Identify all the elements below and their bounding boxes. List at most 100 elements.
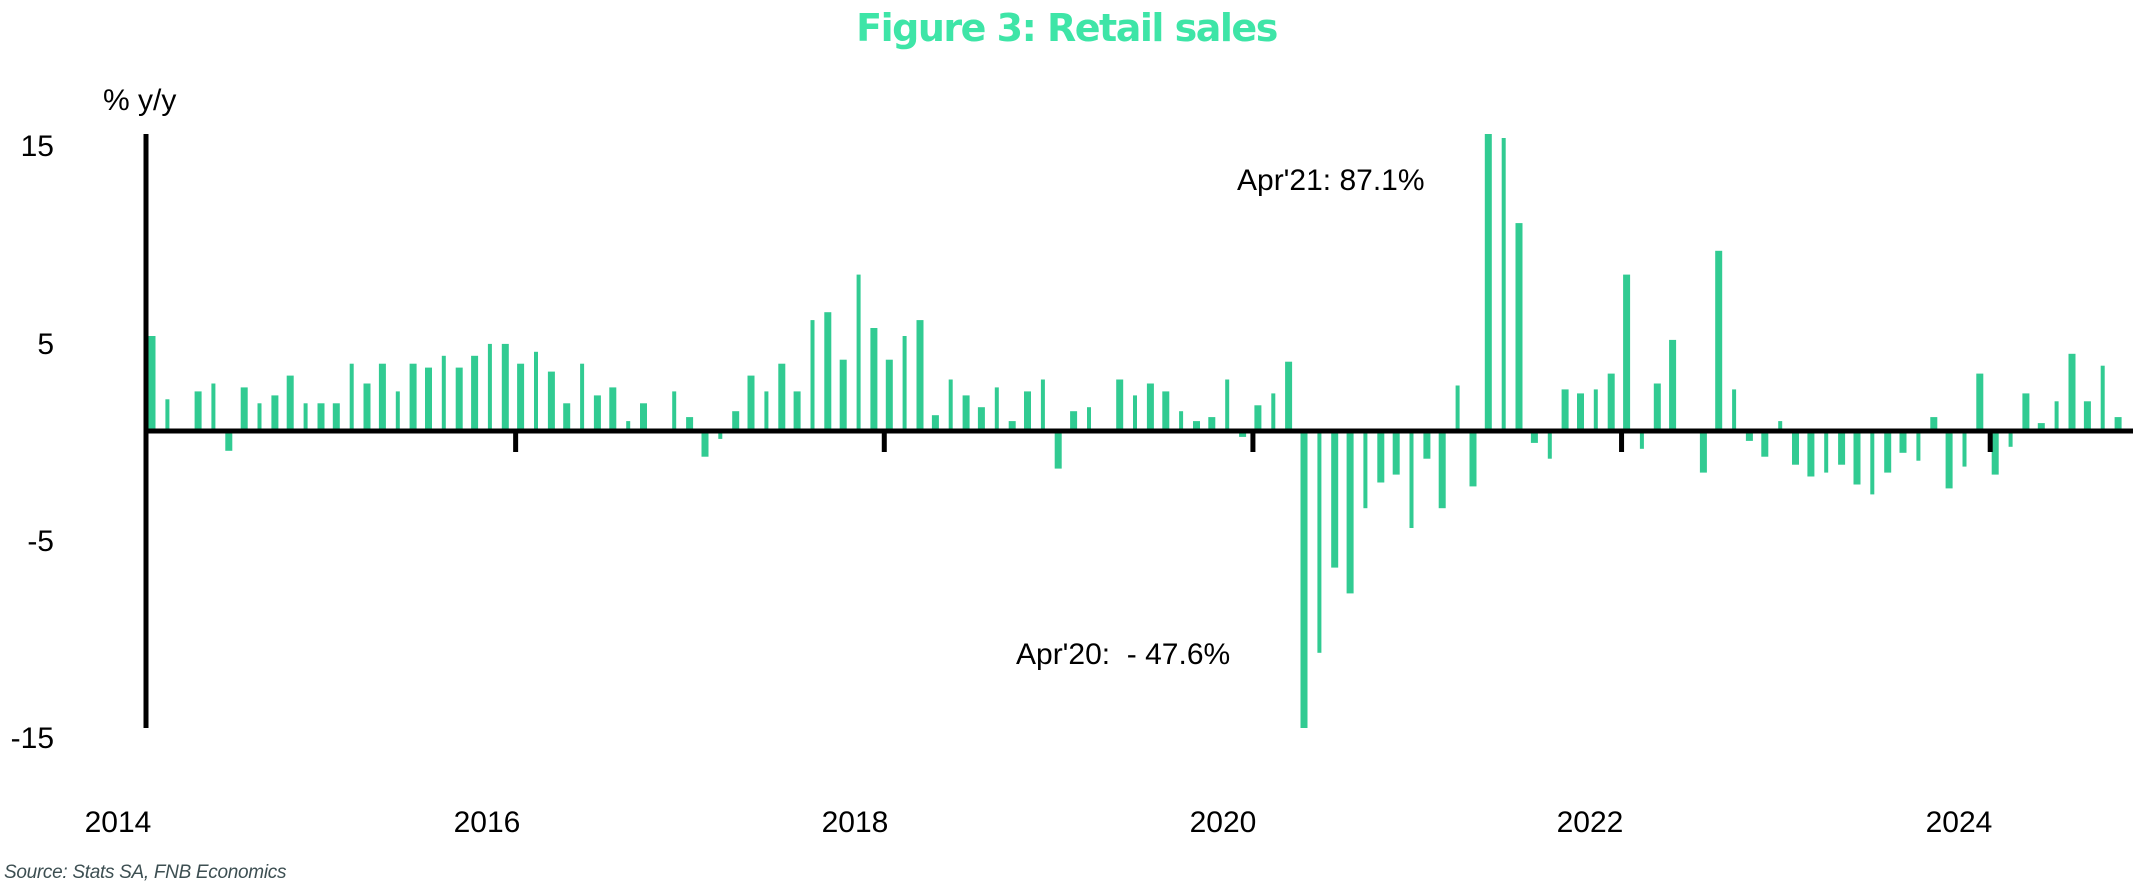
- bar: [517, 363, 525, 431]
- bar: [1484, 134, 1492, 431]
- bar: [1438, 431, 1446, 509]
- bar: [1501, 138, 1506, 431]
- bar: [409, 363, 417, 431]
- bar: [271, 395, 279, 431]
- bar: [1116, 379, 1124, 431]
- bar: [2022, 393, 2030, 431]
- bar: [240, 387, 248, 431]
- y-axis-unit-label: % y/y: [103, 84, 176, 117]
- bar: [1162, 391, 1170, 431]
- source-note: Source: Stats SA, FNB Economics: [4, 862, 287, 883]
- bar: [1133, 395, 1137, 431]
- bar: [1884, 431, 1892, 473]
- x-tick-label: 2022: [1557, 806, 1624, 839]
- bar: [1699, 431, 1707, 473]
- bar: [349, 363, 354, 431]
- bar: [672, 391, 677, 431]
- bar: [501, 343, 509, 431]
- bar: [718, 431, 723, 439]
- bar: [793, 391, 801, 431]
- bar: [1593, 389, 1598, 431]
- bar: [1653, 383, 1661, 431]
- bar: [1193, 421, 1200, 431]
- bar: [580, 363, 585, 431]
- bar: [1239, 431, 1247, 437]
- bar: [1930, 417, 1938, 431]
- bar: [1225, 379, 1230, 431]
- bar: [1070, 411, 1078, 431]
- bar: [1623, 274, 1631, 431]
- bar: [165, 399, 170, 431]
- bar: [225, 431, 233, 451]
- bar: [856, 274, 861, 431]
- bar: [1254, 405, 1262, 431]
- bar: [747, 375, 755, 431]
- bar: [609, 387, 617, 431]
- bar: [2037, 423, 2045, 431]
- bar: [317, 403, 325, 431]
- bar: [1916, 431, 1921, 461]
- bar: [1179, 411, 1184, 431]
- bar: [1899, 431, 1907, 453]
- bar: [1300, 431, 1308, 728]
- bar: [1761, 431, 1769, 457]
- bar: [839, 359, 847, 431]
- bar: [2100, 365, 2105, 431]
- bar: [148, 336, 156, 431]
- y-tick-label: 5: [37, 328, 54, 361]
- bar: [1469, 431, 1477, 487]
- bar: [994, 387, 999, 431]
- bar: [977, 407, 985, 431]
- bar: [1870, 431, 1875, 495]
- x-tick-label: 2018: [822, 806, 889, 839]
- bar: [1146, 383, 1154, 431]
- bar: [1945, 431, 1953, 489]
- bar: [1838, 431, 1846, 465]
- bar: [1561, 389, 1569, 431]
- bar: [1853, 431, 1861, 485]
- bar: [701, 431, 709, 457]
- bar: [1577, 393, 1584, 431]
- bar: [1087, 407, 1091, 431]
- bars-group: [148, 134, 2122, 728]
- x-tick-marks: [513, 431, 1993, 452]
- bar: [1991, 431, 1999, 475]
- bar: [2054, 401, 2059, 431]
- bar: [1807, 431, 1815, 477]
- bar: [686, 417, 694, 431]
- bar: [1976, 373, 1984, 431]
- bar: [563, 403, 571, 431]
- y-tick-label: -5: [27, 525, 54, 558]
- bar: [441, 355, 446, 431]
- x-tick-label: 2024: [1926, 806, 1993, 839]
- bar: [363, 383, 371, 431]
- x-tick-labels: 2014 2016 2018 2020 2022 2024: [85, 806, 1993, 839]
- bar: [1054, 431, 1062, 469]
- bar: [1040, 379, 1045, 431]
- bar: [1639, 431, 1644, 449]
- bar: [885, 359, 893, 431]
- bar: [931, 415, 939, 431]
- bar: [257, 403, 262, 431]
- bar: [2008, 431, 2013, 447]
- bar: [962, 395, 970, 431]
- bar: [1962, 431, 1967, 467]
- y-tick-label: 15: [21, 130, 54, 163]
- bar: [395, 391, 400, 431]
- bar: [640, 403, 647, 431]
- chart-title: Figure 3: Retail sales: [856, 6, 1278, 50]
- bar: [1409, 431, 1414, 528]
- bar: [1715, 250, 1723, 431]
- bar: [778, 363, 786, 431]
- bar: [593, 395, 601, 431]
- bar: [425, 367, 432, 431]
- bar: [1669, 339, 1677, 431]
- bar: [1824, 431, 1829, 473]
- bar: [1008, 421, 1016, 431]
- bar: [2114, 417, 2122, 431]
- bar: [902, 336, 907, 431]
- bar: [1208, 417, 1216, 431]
- bar: [916, 320, 924, 431]
- bar: [1778, 421, 1783, 431]
